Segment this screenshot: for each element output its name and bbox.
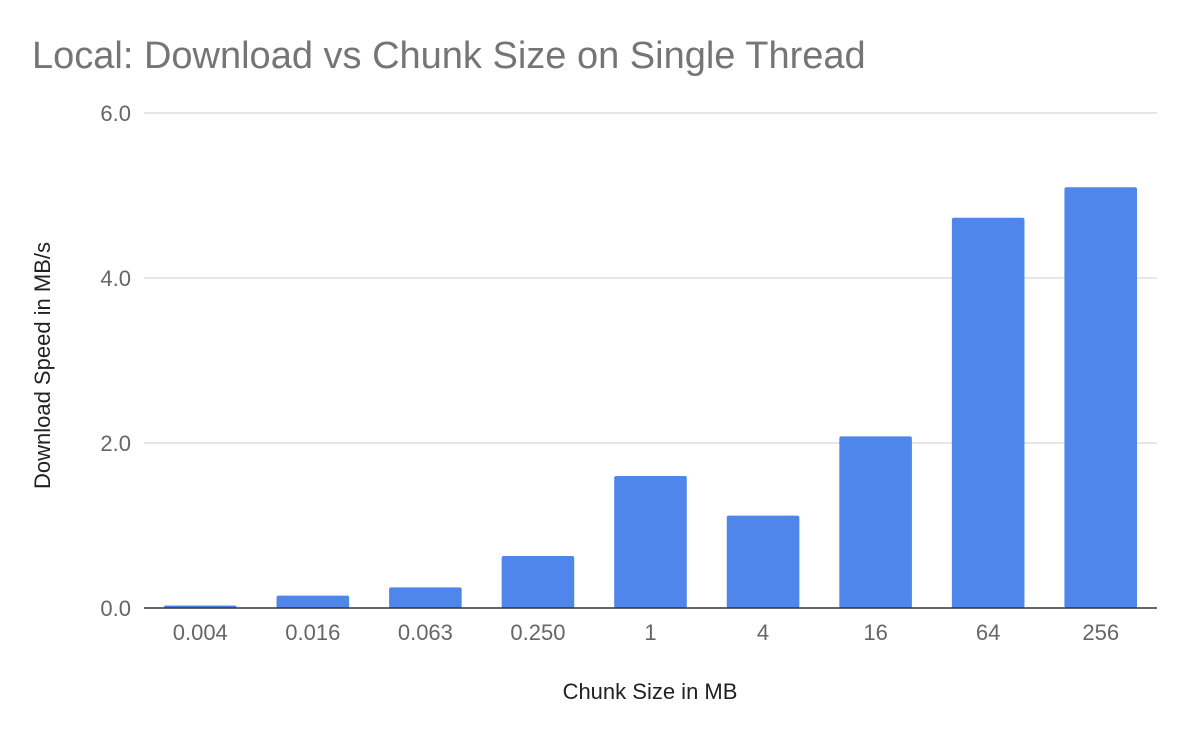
- x-tick-label: 4: [757, 620, 769, 645]
- chart-title: Local: Download vs Chunk Size on Single …: [32, 35, 866, 77]
- y-axis-label: Download Speed in MB/s: [30, 242, 55, 489]
- x-tick-label: 256: [1082, 620, 1119, 645]
- x-tick-label: 64: [976, 620, 1000, 645]
- bar: [1064, 187, 1138, 608]
- x-tick-label: 0.004: [173, 620, 228, 645]
- bar: [726, 515, 800, 608]
- x-axis-ticks: 0.004 0.016 0.063 0.250 1 4 16 64 256: [173, 620, 1119, 645]
- bars: [163, 187, 1138, 608]
- x-axis-label: Chunk Size in MB: [563, 679, 738, 704]
- bar: [501, 556, 575, 608]
- x-tick-label: 16: [863, 620, 887, 645]
- bar: [276, 595, 350, 608]
- x-tick-label: 0.016: [285, 620, 340, 645]
- bar: [389, 587, 462, 608]
- y-tick-label: 6.0: [100, 101, 131, 126]
- bar: [839, 436, 912, 608]
- y-tick-label: 2.0: [100, 431, 131, 456]
- x-tick-label: 0.250: [510, 620, 565, 645]
- x-tick-label: 0.063: [398, 620, 453, 645]
- y-tick-label: 4.0: [100, 266, 131, 291]
- y-tick-label: 0.0: [100, 596, 131, 621]
- bar: [951, 217, 1025, 608]
- bar: [614, 476, 687, 608]
- y-axis-ticks: 0.0 2.0 4.0 6.0: [100, 101, 131, 621]
- x-tick-label: 1: [644, 620, 656, 645]
